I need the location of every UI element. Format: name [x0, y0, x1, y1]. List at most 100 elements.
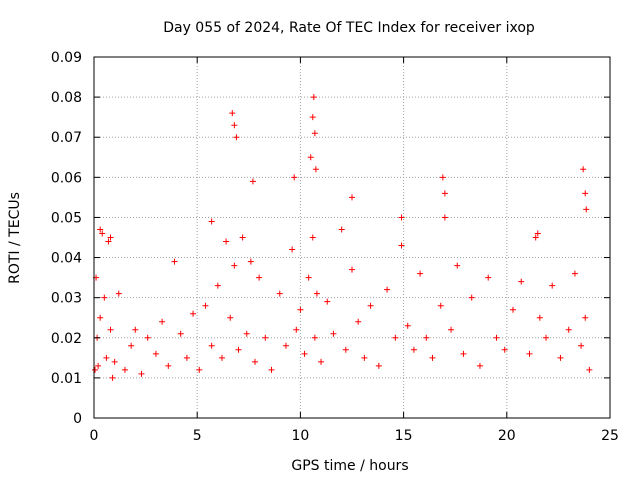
- data-point: [152, 350, 159, 357]
- data-point: [92, 366, 99, 373]
- y-tick-label: 0.09: [51, 50, 82, 66]
- data-point: [159, 318, 166, 325]
- data-point: [526, 350, 533, 357]
- data-point: [441, 190, 448, 197]
- data-point: [310, 94, 317, 101]
- data-point: [227, 314, 234, 321]
- data-point: [509, 306, 516, 313]
- data-point: [578, 342, 585, 349]
- data-point: [128, 342, 135, 349]
- data-point: [233, 134, 240, 141]
- data-point: [543, 334, 550, 341]
- data-point: [392, 334, 399, 341]
- x-tick-label: 10: [291, 428, 309, 444]
- x-tick-label: 25: [601, 428, 619, 444]
- data-point: [571, 270, 578, 277]
- data-point: [208, 218, 215, 225]
- data-point: [404, 322, 411, 329]
- data-point: [165, 362, 172, 369]
- data-point: [99, 230, 106, 237]
- data-point: [318, 358, 325, 365]
- data-point: [190, 310, 197, 317]
- data-point: [429, 354, 436, 361]
- y-tick-label: 0.05: [51, 210, 82, 226]
- data-point: [307, 154, 314, 161]
- data-point: [384, 286, 391, 293]
- x-axis-label: GPS time / hours: [291, 458, 408, 474]
- data-point: [349, 194, 355, 201]
- data-point: [342, 346, 349, 353]
- data-point: [111, 358, 118, 365]
- data-point: [103, 354, 110, 361]
- data-point: [208, 342, 215, 349]
- x-tick-label: 0: [90, 428, 99, 444]
- data-point: [437, 302, 444, 309]
- y-tick-label: 0.04: [51, 251, 82, 267]
- data-point: [324, 298, 331, 305]
- data-point: [338, 226, 345, 233]
- data-point: [256, 274, 263, 281]
- data-point: [311, 334, 318, 341]
- data-point: [361, 354, 368, 361]
- data-point: [132, 326, 139, 333]
- data-point: [493, 334, 500, 341]
- data-point: [448, 326, 455, 333]
- data-point: [243, 330, 250, 337]
- data-point: [276, 290, 283, 297]
- grid-lines: [94, 57, 610, 418]
- data-point: [309, 234, 316, 241]
- data-point: [532, 234, 539, 241]
- data-point: [239, 234, 246, 241]
- data-points: [92, 94, 593, 381]
- data-point: [476, 362, 483, 369]
- data-point: [97, 226, 104, 233]
- data-point: [282, 342, 289, 349]
- data-point: [583, 206, 590, 213]
- data-point: [330, 330, 337, 337]
- data-point: [229, 110, 236, 117]
- data-point: [183, 354, 190, 361]
- data-point: [518, 278, 525, 285]
- data-point: [247, 258, 254, 265]
- data-point: [144, 334, 151, 341]
- chart-title: Day 055 of 2024, Rate Of TEC Index for r…: [163, 20, 535, 36]
- data-point: [582, 190, 589, 197]
- data-point: [485, 274, 492, 281]
- data-point: [101, 294, 108, 301]
- y-tick-label: 0.07: [51, 130, 82, 146]
- data-point: [565, 326, 572, 333]
- data-point: [95, 362, 102, 369]
- data-point: [460, 350, 467, 357]
- data-point: [196, 366, 203, 373]
- data-point: [231, 122, 238, 129]
- data-point: [534, 230, 541, 237]
- data-point: [375, 362, 382, 369]
- data-point: [305, 274, 312, 281]
- data-point: [501, 346, 508, 353]
- data-point: [115, 290, 122, 297]
- data-point: [138, 370, 145, 377]
- data-point: [107, 234, 114, 241]
- data-point: [582, 314, 589, 321]
- data-point: [251, 358, 258, 365]
- data-point: [214, 282, 221, 289]
- data-point: [107, 326, 114, 333]
- y-tick-label: 0.08: [51, 90, 82, 106]
- data-point: [309, 114, 316, 121]
- data-point: [223, 238, 230, 245]
- data-point: [398, 242, 405, 249]
- data-point: [249, 178, 256, 185]
- data-point: [580, 166, 587, 173]
- data-point: [121, 366, 128, 373]
- data-point: [398, 214, 405, 221]
- data-point: [586, 366, 593, 373]
- data-point: [289, 246, 296, 253]
- y-axis-label: ROTI / TECUs: [7, 192, 23, 284]
- y-tick-label: 0.03: [51, 291, 82, 307]
- axis-ticks: 0 5 10 15 20 25 0 0.01 0.02 0.03 0.04 0.05 0.06 0.07 0…: [51, 50, 619, 444]
- y-tick-label: 0.06: [51, 170, 82, 186]
- data-point: [301, 350, 308, 357]
- data-point: [313, 290, 320, 297]
- data-point: [177, 330, 184, 337]
- data-point: [202, 302, 209, 309]
